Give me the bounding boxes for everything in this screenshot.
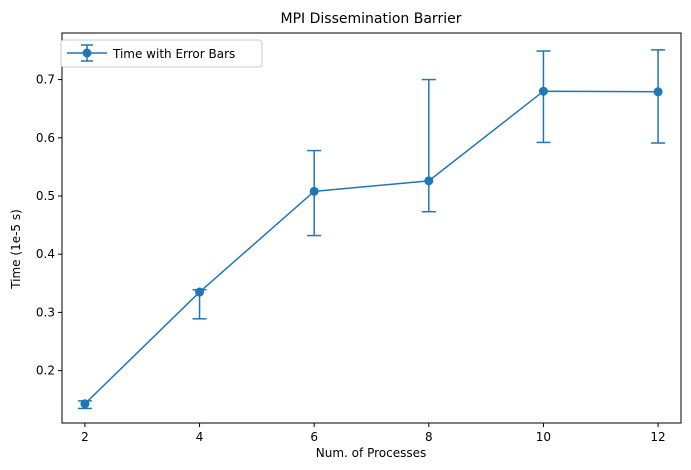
chart-title: MPI Dissemination Barrier xyxy=(281,11,462,27)
plot-area: 2 4 6 8 10 12 0.2 0.3 0.4 0.5 0.6 0.7 xyxy=(36,32,682,444)
legend-box xyxy=(60,39,263,68)
series-line xyxy=(84,90,659,405)
y-tick-label: 0.7 xyxy=(36,73,55,87)
x-tick-label: 12 xyxy=(650,430,665,444)
x-tick-label: 2 xyxy=(81,430,89,444)
axes-frame xyxy=(61,32,682,424)
y-tick-label: 0.6 xyxy=(36,131,55,145)
data-point xyxy=(538,86,548,96)
legend-marker xyxy=(82,48,92,58)
data-point xyxy=(653,87,663,97)
x-axis-label: Num. of Processes xyxy=(316,446,426,460)
y-axis-label: Time (1e-5 s) xyxy=(9,209,23,290)
y-tick-label: 0.2 xyxy=(36,364,55,378)
data-point xyxy=(80,399,90,409)
data-point xyxy=(424,176,434,186)
data-point xyxy=(309,186,319,196)
legend: Time with Error Bars xyxy=(60,39,263,68)
x-tick-label: 10 xyxy=(536,430,551,444)
x-tick-label: 6 xyxy=(310,430,318,444)
y-tick-label: 0.5 xyxy=(36,189,55,203)
legend-handle xyxy=(67,44,107,62)
y-tick-label: 0.3 xyxy=(36,305,55,319)
data-point xyxy=(195,287,205,297)
legend-label: Time with Error Bars xyxy=(112,47,235,61)
y-tick-label: 0.4 xyxy=(36,247,55,261)
x-tick-label: 8 xyxy=(425,430,433,444)
x-tick-label: 4 xyxy=(196,430,204,444)
